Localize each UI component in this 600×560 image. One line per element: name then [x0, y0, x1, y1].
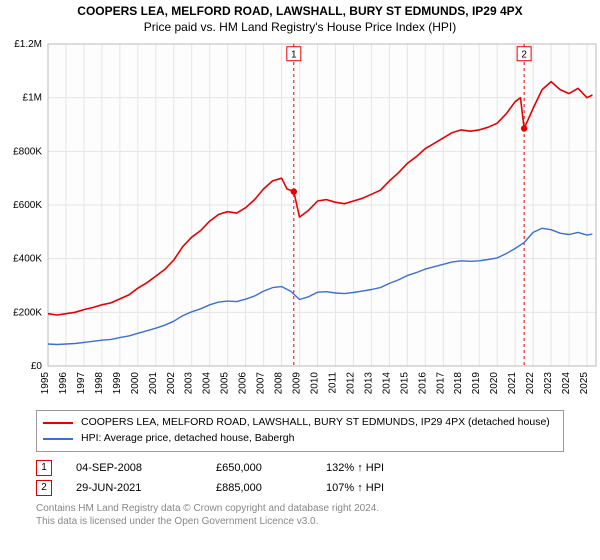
chart-svg: £0 £200K £400K £600K £800K £1M £1.2M 1995 1996 19… — [0, 36, 600, 406]
chart-title: COOPERS LEA, MELFORD ROAD, LAWSHALL, BUR… — [0, 4, 600, 18]
svg-text:2021: 2021 — [507, 372, 518, 395]
legend-label: HPI: Average price, detached house, Babe… — [81, 431, 294, 447]
svg-text:2011: 2011 — [327, 372, 338, 394]
legend: COOPERS LEA, MELFORD ROAD, LAWSHALL, BUR… — [36, 410, 564, 452]
svg-text:2007: 2007 — [256, 372, 267, 395]
legend-row: HPI: Average price, detached house, Babe… — [43, 431, 557, 447]
svg-text:£400K: £400K — [13, 254, 42, 265]
svg-text:£600K: £600K — [13, 200, 42, 211]
svg-text:2025: 2025 — [579, 372, 590, 395]
sale-marker-pct: 107% ↑ HPI — [326, 482, 446, 494]
svg-text:2012: 2012 — [345, 372, 356, 395]
svg-text:2004: 2004 — [202, 372, 213, 395]
svg-text:2024: 2024 — [561, 372, 572, 395]
license-text: Contains HM Land Registry data © Crown c… — [36, 502, 564, 528]
svg-text:1: 1 — [291, 50, 297, 61]
svg-text:2001: 2001 — [148, 372, 159, 395]
sale-marker-row: 2 29-JUN-2021£885,000107% ↑ HPI — [36, 480, 564, 496]
svg-text:2005: 2005 — [220, 372, 231, 395]
chart-container: COOPERS LEA, MELFORD ROAD, LAWSHALL, BUR… — [0, 0, 600, 560]
legend-label: COOPERS LEA, MELFORD ROAD, LAWSHALL, BUR… — [81, 415, 550, 431]
sale-marker-date: 04-SEP-2008 — [76, 462, 216, 474]
svg-text:2022: 2022 — [525, 372, 536, 395]
svg-text:£1M: £1M — [23, 93, 42, 104]
sale-marker-price: £885,000 — [216, 482, 326, 494]
svg-text:2000: 2000 — [130, 372, 141, 395]
title-block: COOPERS LEA, MELFORD ROAD, LAWSHALL, BUR… — [0, 0, 600, 36]
sale-marker-pct: 132% ↑ HPI — [326, 462, 446, 474]
svg-text:£200K: £200K — [13, 307, 42, 318]
license-line-1: Contains HM Land Registry data © Crown c… — [36, 502, 564, 515]
svg-text:2009: 2009 — [292, 372, 303, 395]
svg-text:2015: 2015 — [399, 372, 410, 395]
chart-subtitle: Price paid vs. HM Land Registry's House … — [0, 20, 600, 34]
legend-swatch — [43, 422, 73, 424]
sale-marker-box: 2 — [36, 480, 52, 496]
svg-text:2023: 2023 — [543, 372, 554, 395]
svg-text:2008: 2008 — [274, 372, 285, 395]
license-line-2: This data is licensed under the Open Gov… — [36, 515, 564, 528]
sale-marker-row: 1 04-SEP-2008£650,000132% ↑ HPI — [36, 460, 564, 476]
svg-text:2017: 2017 — [435, 372, 446, 395]
svg-text:2003: 2003 — [184, 372, 195, 395]
svg-text:£800K: £800K — [13, 146, 42, 157]
sale-marker-date: 29-JUN-2021 — [76, 482, 216, 494]
svg-text:£0: £0 — [31, 361, 43, 372]
sale-marker-price: £650,000 — [216, 462, 326, 474]
svg-text:2016: 2016 — [417, 372, 428, 395]
svg-text:2020: 2020 — [489, 372, 500, 395]
sale-marker-box: 1 — [36, 460, 52, 476]
sale-markers-table: 1 04-SEP-2008£650,000132% ↑ HPI 2 29-JUN-20… — [36, 460, 564, 496]
svg-text:2013: 2013 — [363, 372, 374, 395]
svg-text:1999: 1999 — [112, 372, 123, 395]
svg-text:1996: 1996 — [58, 372, 69, 395]
chart-area: £0 £200K £400K £600K £800K £1M £1.2M 1995 1996 19… — [0, 36, 600, 406]
svg-text:2018: 2018 — [453, 372, 464, 395]
svg-text:£1.2M: £1.2M — [14, 39, 42, 50]
svg-text:2014: 2014 — [381, 372, 392, 395]
svg-text:1995: 1995 — [40, 372, 51, 395]
svg-text:2019: 2019 — [471, 372, 482, 395]
svg-text:2006: 2006 — [238, 372, 249, 395]
svg-text:2: 2 — [521, 50, 527, 61]
legend-row: COOPERS LEA, MELFORD ROAD, LAWSHALL, BUR… — [43, 415, 557, 431]
svg-text:2002: 2002 — [166, 372, 177, 395]
svg-text:1998: 1998 — [94, 372, 105, 395]
svg-text:1997: 1997 — [76, 372, 87, 395]
legend-swatch — [43, 438, 73, 440]
svg-text:2010: 2010 — [310, 372, 321, 395]
